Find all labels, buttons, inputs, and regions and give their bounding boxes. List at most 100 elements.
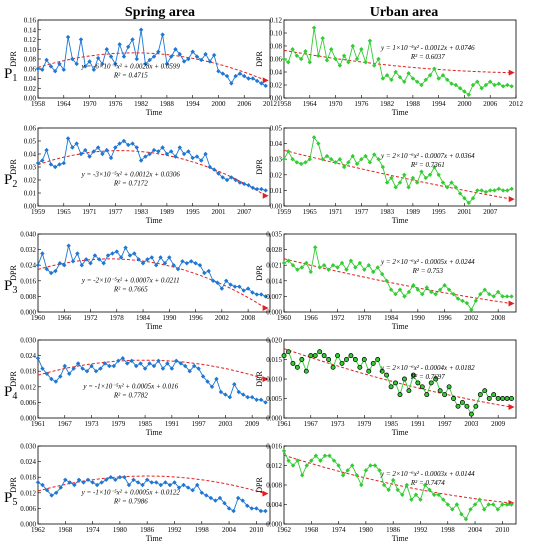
x-tick-label: 2000: [211, 100, 226, 108]
trend-arrow-head: [262, 192, 269, 199]
data-point: [488, 188, 493, 193]
data-point: [304, 463, 309, 468]
y-tick-label: 0.018: [20, 474, 36, 482]
data-point: [410, 76, 416, 81]
data-point: [180, 259, 185, 264]
data-point: [35, 480, 41, 485]
data-point: [431, 492, 437, 497]
data-point: [66, 243, 71, 248]
data-point: [368, 463, 373, 468]
data-point: [281, 448, 287, 454]
x-tick-label: 1997: [192, 420, 207, 428]
data-point: [258, 508, 264, 514]
data-point: [500, 396, 506, 401]
y-tick-label: 0.012: [20, 383, 36, 391]
data-point: [259, 81, 264, 86]
data-point: [316, 53, 321, 58]
x-tick-label: 1968: [304, 526, 319, 534]
data-point: [381, 482, 387, 488]
data-point: [254, 506, 259, 511]
data-point: [454, 502, 460, 507]
x-tick-label: 1997: [438, 420, 453, 428]
data-point: [354, 473, 359, 478]
data-point: [52, 164, 58, 170]
data-point: [446, 384, 452, 390]
data-point: [475, 188, 480, 193]
data-point: [232, 284, 238, 289]
data-point: [44, 266, 49, 272]
data-point: [210, 278, 216, 283]
data-point: [509, 396, 514, 401]
data-point: [174, 358, 179, 363]
data-point: [132, 251, 137, 256]
x-tick-label: 1985: [138, 420, 153, 428]
data-point: [140, 482, 145, 488]
data-point: [437, 388, 443, 394]
data-point: [190, 49, 195, 54]
x-tick-label: 1980: [359, 526, 374, 534]
data-point: [472, 502, 478, 507]
x-tick-label: 1972: [331, 314, 346, 322]
data-point: [500, 294, 505, 299]
data-point: [237, 180, 243, 185]
data-point: [211, 52, 217, 58]
data-point: [177, 145, 182, 150]
data-point: [138, 158, 144, 163]
data-point: [411, 283, 416, 288]
data-point: [419, 82, 424, 88]
data-point: [495, 507, 501, 512]
data-point: [359, 482, 364, 488]
data-point: [379, 271, 385, 277]
series-line: [283, 247, 512, 311]
data-point: [48, 270, 54, 276]
r-squared-label: R² = 0.7361: [410, 161, 445, 169]
data-point: [88, 261, 93, 266]
data-point: [427, 73, 433, 78]
plot-frame: [37, 445, 271, 525]
data-point: [136, 257, 141, 262]
data-point: [62, 363, 67, 369]
x-tick-label: 1980: [113, 526, 128, 534]
data-point: [344, 267, 349, 272]
y-tick-label: 0.12: [270, 17, 283, 25]
data-point: [84, 369, 90, 374]
data-point: [254, 397, 259, 402]
y-tick-label: 0.016: [20, 277, 36, 285]
x-axis-label: Time: [392, 216, 409, 225]
data-point: [108, 155, 114, 161]
data-point: [117, 42, 122, 47]
x-tick-label: 1986: [386, 526, 401, 534]
data-point: [74, 61, 79, 67]
data-point: [178, 361, 183, 366]
data-point: [363, 468, 369, 473]
data-point: [147, 57, 152, 63]
trend-equation: y = -1×10⁻⁵x² + 0.0005x + 0.0122: [81, 488, 181, 496]
x-tick-label: 2002: [464, 314, 479, 322]
y-tick-label: 0.04: [270, 69, 283, 77]
x-tick-label: 1973: [85, 420, 100, 428]
y-tick-label: 0.007: [266, 293, 282, 301]
data-point: [186, 149, 191, 154]
trend-curve: [283, 258, 512, 304]
data-point: [93, 369, 99, 374]
data-point: [249, 506, 255, 511]
data-point: [372, 463, 378, 468]
data-point: [78, 37, 84, 42]
data-point: [211, 167, 217, 172]
data-point: [341, 53, 347, 58]
x-tick-label: 2008: [241, 314, 256, 322]
data-point: [427, 172, 433, 177]
data-point: [263, 83, 268, 89]
data-point: [250, 76, 256, 81]
data-point: [483, 189, 489, 195]
x-tick-label: 1961: [31, 420, 46, 428]
x-tick-label: 1959: [277, 208, 292, 216]
data-point: [442, 392, 448, 398]
data-point: [468, 507, 473, 512]
data-point: [509, 294, 514, 299]
data-point: [121, 54, 127, 59]
y-tick-label: 0.000: [20, 415, 36, 423]
data-point: [337, 63, 343, 68]
x-tick-label: 1998: [441, 526, 456, 534]
